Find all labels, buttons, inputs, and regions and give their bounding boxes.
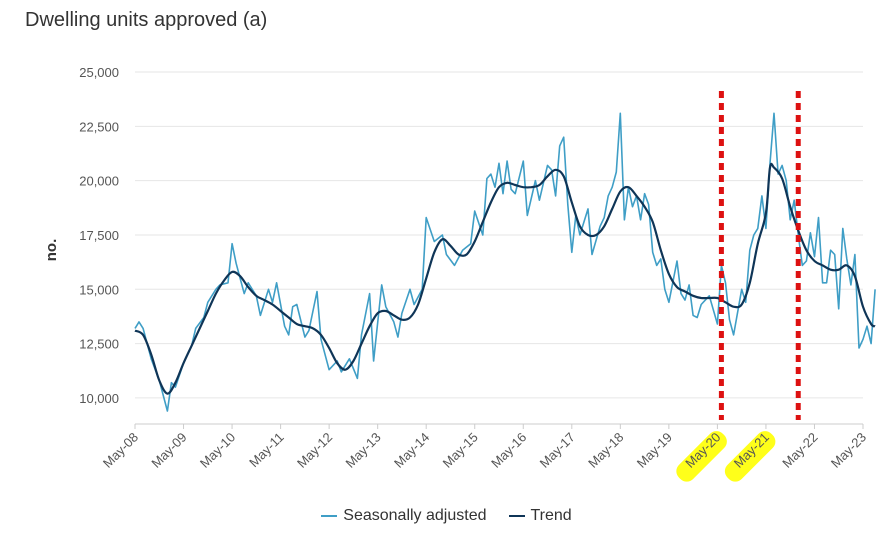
x-tick-label: May-14: [391, 430, 432, 471]
series-line-trend: [134, 162, 876, 395]
x-tick-label: May-10: [197, 430, 238, 471]
xtick-highlight: [676, 431, 727, 482]
x-tick-label: May-08: [100, 430, 141, 471]
y-tick-label: 15,000: [79, 282, 119, 297]
annotation-lines: [718, 91, 801, 420]
legend-item-trend[interactable]: Trend: [508, 507, 572, 525]
x-tick-label: May-12: [294, 430, 335, 471]
y-tick-label: 10,000: [79, 391, 119, 406]
xtick-highlight: [724, 431, 776, 482]
y-tick-label: 12,500: [79, 337, 119, 352]
series-line-seasonally-adjusted: [134, 112, 876, 412]
legend-swatch-trend: [508, 515, 525, 517]
legend: Seasonally adjusted Trend: [0, 507, 893, 525]
y-axis-label: no.: [43, 239, 60, 262]
legend-label-trend: Trend: [530, 507, 572, 524]
y-tick-label: 25,000: [79, 65, 119, 80]
x-tick-label: May-16: [488, 430, 529, 471]
x-tick-label: May-23: [828, 430, 869, 471]
chart-svg: 10,000 12,500 15,000 17,500 20,000 22,500 25,0…: [43, 65, 876, 482]
x-tick-label: May-17: [537, 430, 578, 471]
series-lines: [134, 112, 876, 412]
x-tick-label: May-18: [585, 430, 626, 471]
x-tick-label: May-22: [779, 430, 820, 471]
y-tick-label: 22,500: [79, 119, 119, 134]
x-tick-label: May-13: [343, 430, 384, 471]
y-axis: 10,000 12,500 15,000 17,500 20,000 22,500 25,0…: [79, 65, 119, 406]
xtick-highlights: [676, 431, 776, 482]
x-tick-label: May-11: [246, 430, 287, 471]
legend-label-seasonally-adjusted: Seasonally adjusted: [343, 507, 487, 524]
legend-swatch-seasonally-adjusted: [321, 515, 338, 517]
chart-title: Dwelling units approved (a): [25, 9, 268, 31]
x-tick-label: May-09: [148, 430, 189, 471]
x-tick-label: May-15: [440, 430, 481, 471]
y-tick-label: 20,000: [79, 174, 119, 189]
x-tick-label: May-19: [634, 430, 675, 471]
y-tick-label: 17,500: [79, 228, 119, 243]
legend-item-seasonally-adjusted[interactable]: Seasonally adjusted: [321, 507, 487, 525]
